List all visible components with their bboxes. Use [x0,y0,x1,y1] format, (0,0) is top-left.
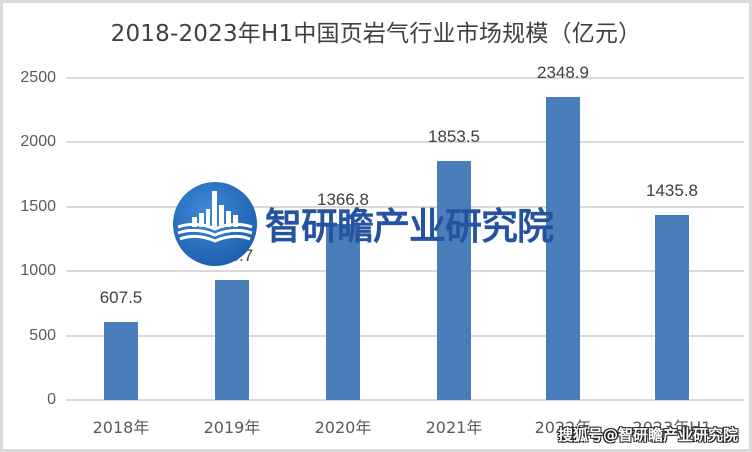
gridline-2500 [66,77,744,79]
chart-title: 2018-2023年H1中国页岩气行业市场规模（亿元） [110,21,642,47]
bar-value-label: 607.5 [99,287,143,307]
gridline-500 [66,335,744,337]
bar [326,223,360,400]
x-tick-label: 2020年 [314,418,372,437]
x-tick-label: 2018年 [92,418,150,437]
bar [655,215,689,400]
bar [437,161,471,400]
watermark-text: 智研瞻产业研究院 [265,205,554,248]
y-tick-label: 2000 [20,133,56,150]
x-tick-label: 2021年 [425,418,483,437]
x-tick-label: 2022年 [534,418,592,437]
bar-value-label: 2348.9 [537,63,589,83]
y-tick-label: 1500 [20,198,56,215]
y-tick-label: 2500 [20,69,56,86]
bar-value-label: 1366.8 [317,189,369,209]
bar-value-label: 1853.5 [428,127,480,147]
gridline-2000 [66,141,744,143]
source-watermark: 搜狐号@智研瞻产业研究院 [557,426,738,444]
x-tick-label: 2019年 [203,418,261,437]
y-tick-label: 500 [29,327,56,344]
bar-value-label: 1435.8 [646,181,698,201]
bar [546,97,580,400]
y-tick-label: 1000 [20,262,56,279]
x-tick-label: 2023年H1 [632,418,712,437]
bar [104,321,138,400]
institute-logo-icon [173,182,257,266]
x-axis-line [66,399,744,401]
gridline-1500 [66,206,744,208]
gridline-1000 [66,270,744,272]
y-tick-label: 0 [47,391,56,408]
bar [215,279,249,400]
